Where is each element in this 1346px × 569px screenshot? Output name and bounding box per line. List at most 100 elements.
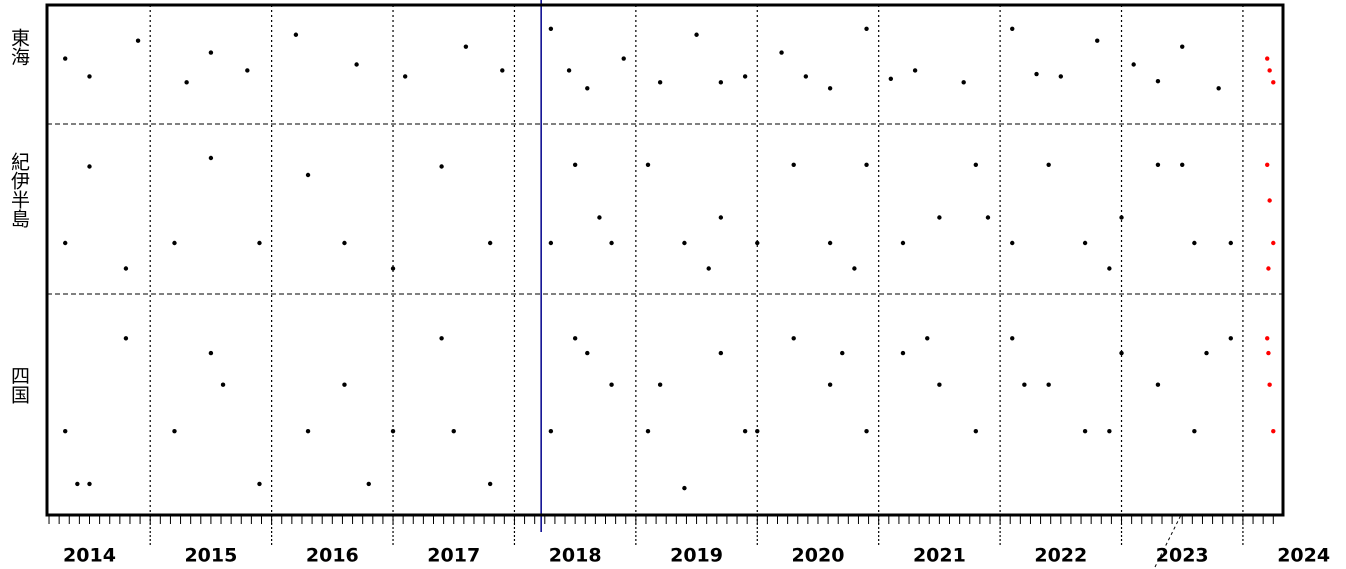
tremor-point [718,80,724,85]
tremor-point [1119,215,1124,220]
tremor-point [257,240,262,246]
tremor-point [245,68,250,73]
tremor-point [900,240,906,246]
tremor-point [803,74,809,79]
tremor-point [366,481,371,487]
tremor-point [925,336,930,341]
event-label: 2018年3月22日 [553,0,657,2]
tremor-point [597,215,602,220]
tremor-point [1192,428,1197,434]
tremor-point [718,215,724,220]
tremor-point [1271,428,1276,434]
x-tick-label: 2023 [1156,545,1209,567]
tremor-point [1192,240,1197,246]
tremor-point [973,162,979,167]
tremor-point [1107,428,1112,434]
tremor-point [1082,428,1088,434]
tremor-point [208,155,214,161]
tremor-point [342,382,347,387]
tremor-point [985,215,991,220]
x-tick-label: 2017 [427,545,480,567]
tremor-point [1022,382,1027,387]
tremor-point [585,86,590,91]
x-tick-label: 2024 [1277,545,1330,567]
tremor-point [1058,74,1064,79]
tremor-point [1155,382,1161,387]
tremor-point [852,266,857,271]
tremor-point [1119,350,1124,356]
tremor-point [864,428,869,434]
tremor-point [1267,68,1272,73]
tremor-point [682,240,687,246]
x-tick-label: 2019 [670,545,723,567]
tremor-point [755,428,760,434]
tremor-point [1265,56,1270,61]
tremor-point [63,56,68,61]
tremor-point [682,485,687,491]
tremor-point [1107,266,1112,271]
tremor-point [1131,62,1136,67]
plot-frame [45,3,1285,517]
tremor-point [1095,38,1100,43]
x-tick-label: 2022 [1034,545,1087,567]
tremor-point [208,50,214,55]
tremor-point [864,162,869,167]
tremor-point [451,428,456,434]
tremor-point [87,481,92,487]
tremor-point [1010,240,1015,246]
tremor-point [742,74,748,79]
tremor-point [1046,162,1051,167]
tremor-point [439,164,444,169]
tremor-point [548,240,554,246]
tremor-point [123,266,129,271]
tremor-point [548,428,554,434]
tremor-point [1271,240,1276,246]
tremor-point [463,44,469,49]
tremor-point [645,428,651,434]
tremor-point [342,240,347,246]
tremor-point [1266,266,1271,271]
tremor-point [1266,350,1271,356]
tremor-point [487,481,493,487]
x-tick-label: 2014 [63,545,116,567]
tremor-point [402,74,408,79]
tremor-point [657,80,663,85]
x-tick-label: 2020 [792,545,845,567]
tremor-point [645,162,651,167]
tremor-point [354,62,359,67]
tremor-point [1228,336,1233,341]
tremor-point [609,240,614,246]
tremor-point [75,481,80,487]
tremor-point [1034,71,1039,77]
tremor-point [1180,162,1185,167]
tremor-point [500,68,505,73]
tremor-point [305,172,311,178]
tremor-point [172,240,177,246]
region-label: 紀伊半島 [8,152,30,228]
tremor-point [390,266,396,271]
tremor-point [63,240,68,246]
tremor-point [63,428,68,434]
tremor-point [1046,382,1051,387]
tremor-point [779,50,784,55]
tremor-point [172,428,177,434]
x-tick-label: 2015 [184,545,237,567]
tremor-point [293,32,299,37]
tremor-point [961,80,966,85]
tremor-point [827,240,833,246]
tremor-point [257,481,262,487]
tremor-point [1228,240,1233,246]
tremor-point [1267,382,1272,387]
tremor-point [439,336,444,341]
tremor-point [937,382,942,387]
tremor-point [572,336,578,341]
x-tick-label: 2016 [306,545,359,567]
tremor-point [864,26,869,31]
tremor-point [135,38,141,43]
tremor-point [1204,350,1209,356]
tremor-point [1271,80,1276,85]
region-label: 四国 [8,366,30,404]
tremor-point [87,164,92,169]
